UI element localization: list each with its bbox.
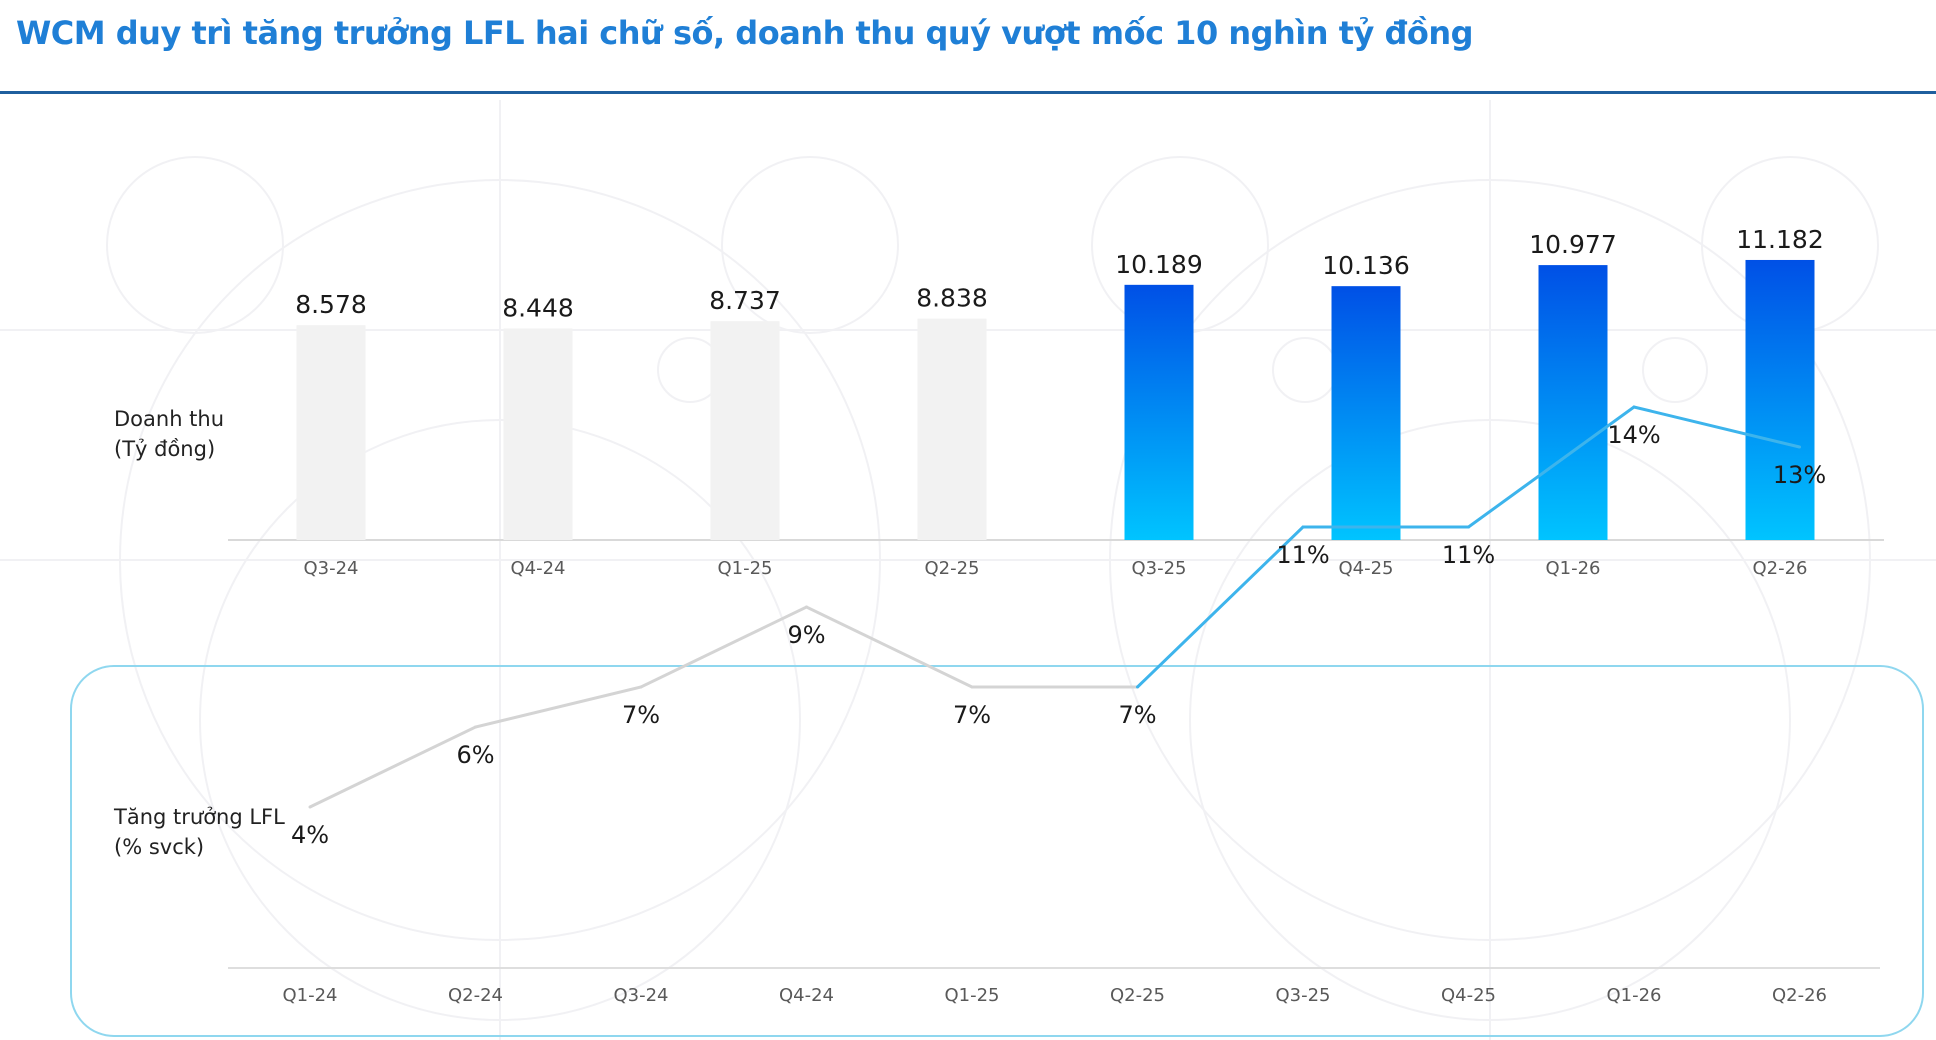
page-title: WCM duy trì tăng trưởng LFL hai chữ số, …: [16, 14, 1474, 52]
revenue-tick-label: Q1-25: [717, 558, 772, 579]
lfl-point: [308, 805, 312, 809]
revenue-value-label: 8.838: [916, 284, 988, 313]
revenue-bar: [710, 321, 780, 540]
lfl-point: [1798, 445, 1801, 449]
lfl-value-label: 9%: [787, 621, 825, 649]
lfl-value-label: 11%: [1276, 541, 1329, 569]
lfl-point: [1632, 405, 1636, 409]
lfl-point: [805, 605, 808, 609]
lfl-tick-label: Q4-24: [779, 985, 834, 1006]
lfl-value-label: 7%: [953, 701, 991, 729]
revenue-tick-label: Q2-26: [1752, 558, 1807, 579]
lfl-point: [639, 685, 643, 689]
lfl-point: [970, 685, 974, 689]
lfl-tick-label: Q3-25: [1275, 985, 1330, 1006]
lfl-point: [474, 725, 477, 729]
lfl-value-label: 4%: [291, 821, 329, 849]
lfl-tick-label: Q3-24: [613, 985, 668, 1006]
revenue-bar: [503, 328, 573, 540]
revenue-bar-chart: 8.578 Q3-24 8.448 Q4-24 8.737 Q1-25 8.838 Q2-25…: [228, 225, 1884, 579]
revenue-value-label: 10.189: [1115, 250, 1202, 279]
revenue-bar: [917, 318, 987, 540]
lfl-point: [1136, 685, 1139, 689]
revenue-axis-label-line-2: (Tỷ đồng): [114, 437, 216, 461]
revenue-tick-label: Q4-25: [1338, 558, 1393, 579]
revenue-tick-label: Q3-24: [303, 558, 358, 579]
revenue-bar: [1745, 259, 1815, 540]
lfl-tick-label: Q2-25: [1110, 985, 1165, 1006]
revenue-tick-label: Q1-26: [1545, 558, 1600, 579]
lfl-tick-label: Q1-26: [1606, 985, 1661, 1006]
lfl-value-label: 13%: [1773, 461, 1826, 489]
revenue-bar: [296, 325, 366, 540]
lfl-tick-label: Q1-24: [282, 985, 337, 1006]
revenue-tick-label: Q3-25: [1131, 558, 1186, 579]
lfl-tick-label: Q1-25: [944, 985, 999, 1006]
lfl-line-past: [309, 605, 1138, 809]
lfl-point: [1301, 525, 1305, 529]
revenue-bar: [1331, 286, 1401, 540]
revenue-value-label: 11.182: [1736, 225, 1823, 254]
revenue-bar: [1124, 284, 1194, 540]
revenue-axis-label-line-1: Doanh thu: [114, 407, 225, 431]
lfl-point: [1467, 525, 1470, 529]
revenue-value-label: 8.737: [709, 286, 781, 315]
lfl-value-label: 7%: [1118, 701, 1156, 729]
title-divider: [0, 91, 1936, 94]
lfl-axis-label-line-1: Tăng trưởng LFL: [114, 805, 285, 829]
lfl-value-label: 14%: [1607, 421, 1660, 449]
revenue-bar: [1538, 265, 1608, 540]
revenue-tick-label: Q2-25: [924, 558, 979, 579]
lfl-axis-label-line-2: (% svck): [114, 835, 205, 859]
revenue-axis-label: Doanh thu (Tỷ đồng): [114, 404, 224, 464]
lfl-value-label: 11%: [1442, 541, 1495, 569]
lfl-tick-label: Q2-26: [1772, 985, 1827, 1006]
revenue-value-label: 8.448: [502, 293, 574, 322]
revenue-value-label: 10.136: [1322, 251, 1409, 280]
revenue-value-label: 10.977: [1529, 230, 1616, 259]
lfl-growth-panel: [70, 665, 1924, 1037]
revenue-value-label: 8.578: [295, 290, 367, 319]
lfl-value-label: 7%: [622, 701, 660, 729]
lfl-axis-label: Tăng trưởng LFL (% svck): [114, 802, 285, 862]
revenue-tick-label: Q4-24: [510, 558, 565, 579]
lfl-tick-label: Q4-25: [1441, 985, 1496, 1006]
lfl-value-label: 6%: [456, 741, 494, 769]
lfl-tick-label: Q2-24: [448, 985, 503, 1006]
